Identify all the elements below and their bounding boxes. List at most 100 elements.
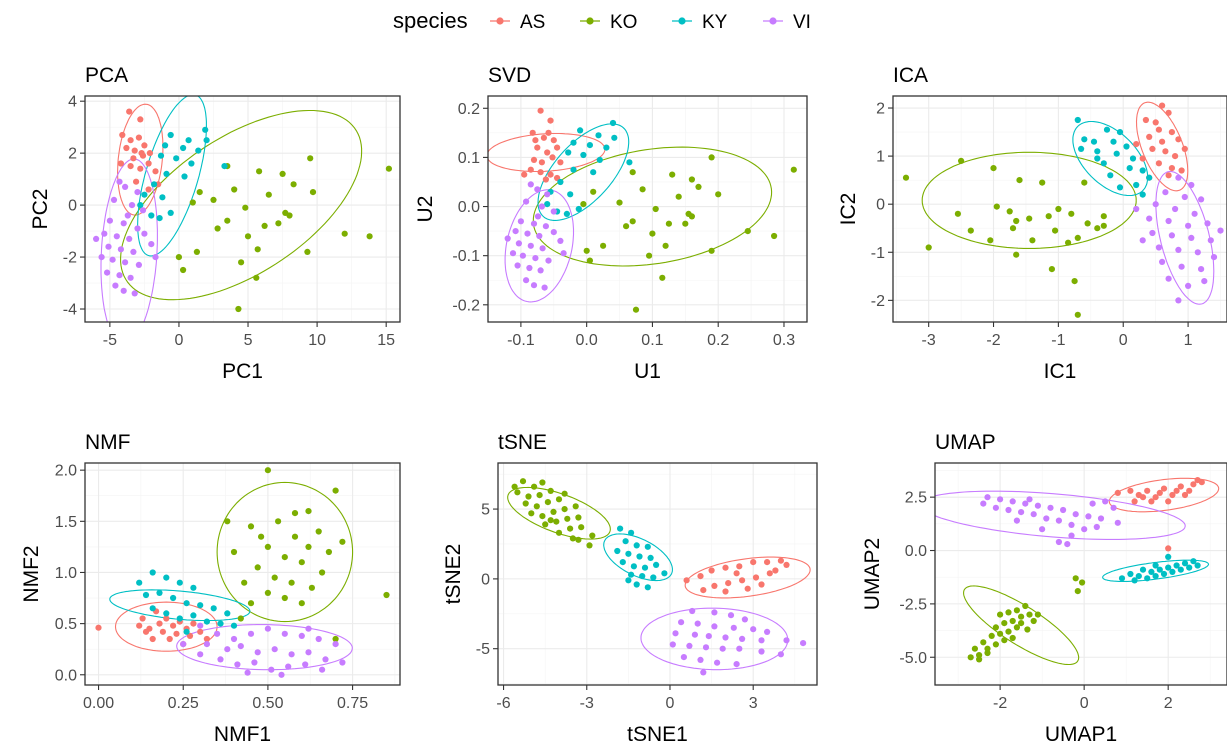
ellipse-ky bbox=[537, 123, 630, 221]
point-as bbox=[136, 622, 143, 629]
point-ko bbox=[281, 594, 288, 602]
point-ky bbox=[188, 160, 195, 167]
point-vi bbox=[1072, 511, 1079, 518]
y-axis-title: UMAP2 bbox=[861, 538, 884, 610]
point-ko bbox=[992, 624, 1000, 631]
point-ky bbox=[142, 591, 150, 599]
point-ko bbox=[237, 615, 244, 622]
point-vi bbox=[1026, 496, 1033, 503]
point-ko bbox=[561, 506, 568, 513]
point-ky bbox=[1094, 155, 1101, 162]
point-ky bbox=[1156, 566, 1163, 573]
point-vi bbox=[758, 637, 765, 644]
legend-item-as: AS bbox=[490, 12, 545, 33]
point-as bbox=[1139, 494, 1147, 501]
y-tick-label: -0.1 bbox=[452, 248, 480, 265]
point-ky bbox=[626, 159, 633, 166]
x-axis-title: UMAP1 bbox=[1045, 723, 1117, 746]
point-vi bbox=[271, 646, 278, 653]
point-ko bbox=[1009, 634, 1016, 642]
point-ko bbox=[542, 521, 549, 528]
point-ko bbox=[242, 204, 249, 211]
point-ko bbox=[575, 514, 582, 521]
point-ky bbox=[1139, 566, 1147, 573]
point-ky bbox=[625, 550, 632, 557]
point-ko bbox=[210, 196, 217, 203]
point-vi bbox=[1207, 237, 1214, 244]
point-as bbox=[146, 150, 153, 157]
point-as bbox=[197, 628, 204, 635]
point-ky bbox=[1078, 145, 1085, 152]
point-as bbox=[547, 171, 554, 178]
point-vi bbox=[237, 643, 244, 650]
point-ky bbox=[190, 584, 197, 591]
point-as bbox=[1165, 498, 1172, 505]
point-ky bbox=[1094, 148, 1101, 155]
point-vi bbox=[560, 250, 567, 257]
point-vi bbox=[214, 630, 221, 637]
point-ko bbox=[997, 611, 1004, 618]
grid bbox=[85, 463, 400, 685]
point-ko bbox=[1068, 210, 1075, 217]
point-as bbox=[163, 615, 170, 622]
point-ko bbox=[290, 181, 297, 188]
grid bbox=[935, 463, 1227, 685]
point-as bbox=[697, 573, 704, 580]
panel-border bbox=[934, 462, 1227, 686]
point-as bbox=[145, 186, 152, 193]
point-ko bbox=[1001, 620, 1008, 627]
y-tick-label: 1.0 bbox=[55, 565, 77, 582]
point-vi bbox=[139, 207, 147, 214]
point-ky bbox=[183, 600, 190, 607]
x-axis-title: U1 bbox=[634, 360, 661, 383]
x-tick-label: 0 bbox=[1080, 695, 1089, 712]
point-vi bbox=[541, 284, 548, 291]
x-axis-title: tSNE1 bbox=[627, 723, 688, 746]
point-vi bbox=[180, 641, 187, 648]
point-as bbox=[1155, 160, 1162, 167]
point-ky bbox=[661, 570, 668, 577]
point-as bbox=[1177, 483, 1184, 490]
point-ko bbox=[600, 242, 607, 249]
panel-ica: -3 -2 -1 0 1 -2 -1 0 1 2 ICA IC1 IC2 bbox=[837, 64, 1227, 383]
point-ky bbox=[1118, 575, 1126, 582]
point-ky bbox=[221, 163, 228, 170]
point-ko bbox=[193, 248, 200, 255]
x-tick-label: 0.00 bbox=[83, 695, 114, 712]
point-ky bbox=[1126, 165, 1133, 172]
point-as bbox=[1149, 145, 1156, 152]
point-vi bbox=[224, 646, 231, 653]
point-vi bbox=[124, 212, 131, 219]
point-vi bbox=[101, 230, 108, 237]
point-vi bbox=[110, 196, 118, 203]
point-as bbox=[142, 628, 150, 635]
point-vi bbox=[112, 282, 119, 289]
point-as bbox=[530, 156, 538, 163]
panel-title: NMF bbox=[85, 431, 131, 454]
point-vi bbox=[254, 649, 261, 656]
point-ko bbox=[1024, 626, 1031, 633]
point-ko bbox=[1045, 213, 1052, 220]
ellipse-ko bbox=[921, 151, 1137, 249]
point-ky bbox=[230, 622, 238, 629]
point-vi bbox=[984, 494, 991, 501]
point-ko bbox=[984, 645, 991, 652]
point-as bbox=[744, 585, 751, 592]
point-vi bbox=[1034, 502, 1041, 509]
point-vi bbox=[702, 644, 710, 651]
point-ky bbox=[185, 137, 192, 144]
point-vi bbox=[203, 641, 210, 648]
point-vi bbox=[1168, 232, 1175, 239]
x-axis-title: IC1 bbox=[1044, 360, 1077, 383]
panel-border bbox=[487, 95, 808, 323]
point-vi bbox=[527, 181, 534, 188]
point-as bbox=[538, 159, 546, 166]
point-ko bbox=[639, 186, 646, 193]
point-ky bbox=[163, 574, 170, 581]
point-ko bbox=[971, 645, 979, 652]
point-ko bbox=[547, 487, 554, 494]
point-ko bbox=[616, 199, 623, 206]
point-ky bbox=[1127, 570, 1134, 578]
point-vi bbox=[514, 262, 521, 269]
point-ky bbox=[628, 529, 635, 536]
